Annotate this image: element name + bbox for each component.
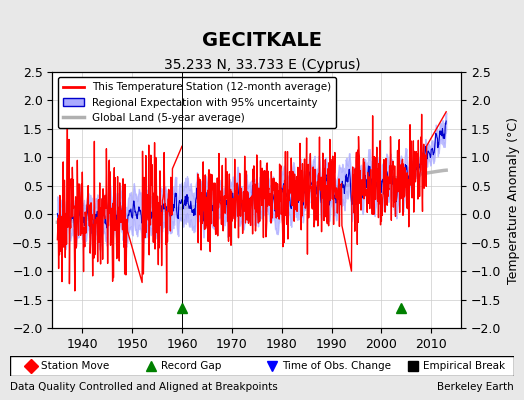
Text: Station Move: Station Move (41, 361, 109, 371)
Text: 35.233 N, 33.733 E (Cyprus): 35.233 N, 33.733 E (Cyprus) (163, 58, 361, 72)
FancyBboxPatch shape (10, 356, 514, 376)
Text: Empirical Break: Empirical Break (423, 361, 505, 371)
Text: Data Quality Controlled and Aligned at Breakpoints: Data Quality Controlled and Aligned at B… (10, 382, 278, 392)
Text: Berkeley Earth: Berkeley Earth (437, 382, 514, 392)
Text: Time of Obs. Change: Time of Obs. Change (282, 361, 391, 371)
Y-axis label: Temperature Anomaly (°C): Temperature Anomaly (°C) (507, 116, 520, 284)
Text: Record Gap: Record Gap (161, 361, 222, 371)
Text: GECITKALE: GECITKALE (202, 31, 322, 50)
Legend: This Temperature Station (12-month average), Regional Expectation with 95% uncer: This Temperature Station (12-month avera… (58, 77, 336, 128)
